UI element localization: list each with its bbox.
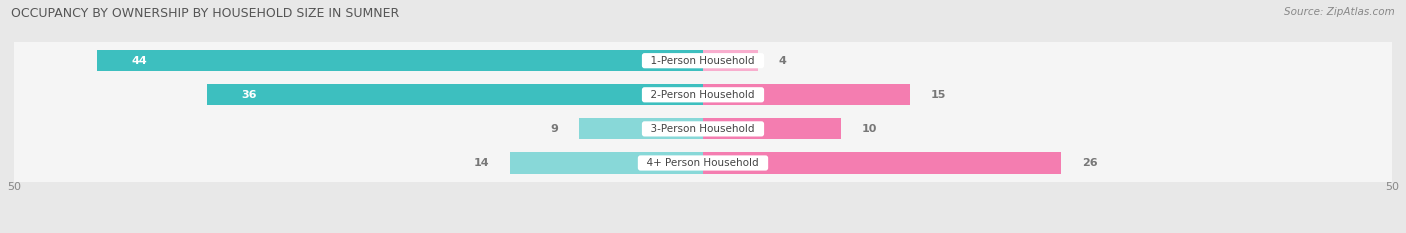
FancyBboxPatch shape — [10, 140, 1396, 186]
FancyBboxPatch shape — [10, 72, 1396, 118]
Text: 1-Person Household: 1-Person Household — [644, 56, 762, 66]
Bar — [97, 50, 703, 71]
Text: 4: 4 — [779, 56, 787, 66]
Text: 36: 36 — [242, 90, 257, 100]
Bar — [703, 152, 1062, 174]
Bar — [510, 152, 703, 174]
Text: 15: 15 — [931, 90, 946, 100]
FancyBboxPatch shape — [10, 38, 1396, 84]
Text: 10: 10 — [862, 124, 877, 134]
Text: OCCUPANCY BY OWNERSHIP BY HOUSEHOLD SIZE IN SUMNER: OCCUPANCY BY OWNERSHIP BY HOUSEHOLD SIZE… — [11, 7, 399, 20]
Text: Source: ZipAtlas.com: Source: ZipAtlas.com — [1284, 7, 1395, 17]
Bar — [579, 118, 703, 140]
Text: 50: 50 — [7, 182, 21, 192]
Text: 2-Person Household: 2-Person Household — [644, 90, 762, 100]
Text: 14: 14 — [474, 158, 489, 168]
Legend: Owner-occupied, Renter-occupied: Owner-occupied, Renter-occupied — [582, 230, 824, 233]
Bar — [207, 84, 703, 105]
Bar — [703, 84, 910, 105]
FancyBboxPatch shape — [10, 106, 1396, 152]
Text: 9: 9 — [550, 124, 558, 134]
Text: 50: 50 — [1385, 182, 1399, 192]
Text: 44: 44 — [131, 56, 148, 66]
Bar — [703, 50, 758, 71]
Text: 26: 26 — [1083, 158, 1098, 168]
Text: 4+ Person Household: 4+ Person Household — [641, 158, 765, 168]
Text: 3-Person Household: 3-Person Household — [644, 124, 762, 134]
Bar — [703, 118, 841, 140]
